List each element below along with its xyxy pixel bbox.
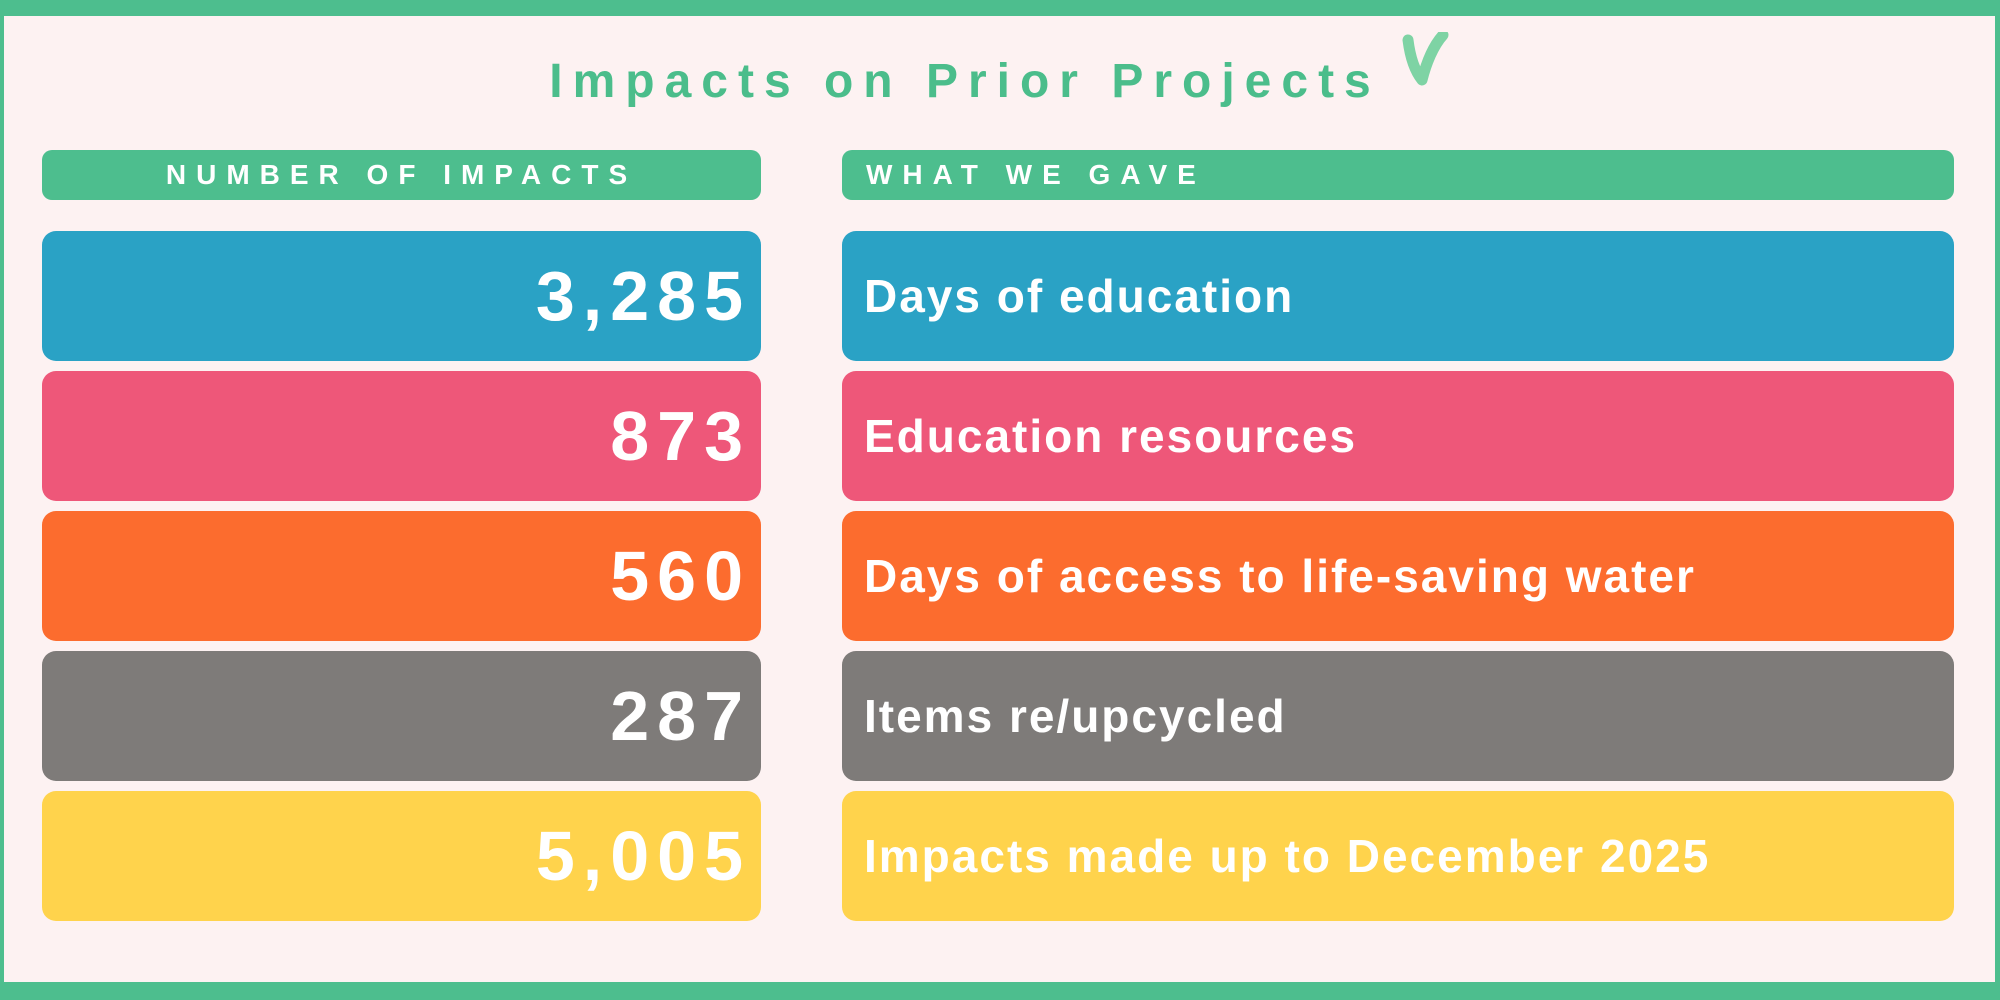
- impact-label-text: Education resources: [864, 410, 1358, 462]
- title-row: Impacts on Prior Projects: [0, 32, 2000, 109]
- impact-label-bar-education-resources: Education resources: [842, 371, 1954, 501]
- impact-label-text: Impacts made up to December 2025: [864, 830, 1711, 882]
- column-header-label: NUMBER OF IMPACTS: [165, 159, 638, 190]
- impact-count-value: 287: [610, 677, 751, 755]
- impact-count-value: 5,005: [535, 817, 751, 895]
- impact-label-bar-items-recycled: Items re/upcycled: [842, 651, 1954, 781]
- column-header-what-we-gave: WHAT WE GAVE: [842, 150, 1954, 200]
- impact-count-value: 3,285: [535, 257, 751, 335]
- impact-count-bar-education-resources: 873: [42, 371, 761, 501]
- impact-count-value: 873: [610, 397, 751, 475]
- impact-label-bar-total-impacts: Impacts made up to December 2025: [842, 791, 1954, 921]
- impact-label-text: Days of education: [864, 270, 1295, 322]
- impact-label-bar-days-of-education: Days of education: [842, 231, 1954, 361]
- impact-count-value: 560: [610, 537, 751, 615]
- impact-count-bar-days-of-education: 3,285: [42, 231, 761, 361]
- page-title: Impacts on Prior Projects: [549, 55, 1381, 108]
- column-header-number-of-impacts: NUMBER OF IMPACTS: [42, 150, 761, 200]
- impact-label-text: Items re/upcycled: [864, 690, 1287, 742]
- impact-label-bar-water-access: Days of access to life-saving water: [842, 511, 1954, 641]
- impact-label-text: Days of access to life-saving water: [864, 550, 1696, 602]
- impact-count-bar-items-recycled: 287: [42, 651, 761, 781]
- impact-count-bar-total-impacts: 5,005: [42, 791, 761, 921]
- heart-icon: [1402, 32, 1449, 86]
- column-header-label: WHAT WE GAVE: [866, 159, 1206, 190]
- impact-count-bar-water-access: 560: [42, 511, 761, 641]
